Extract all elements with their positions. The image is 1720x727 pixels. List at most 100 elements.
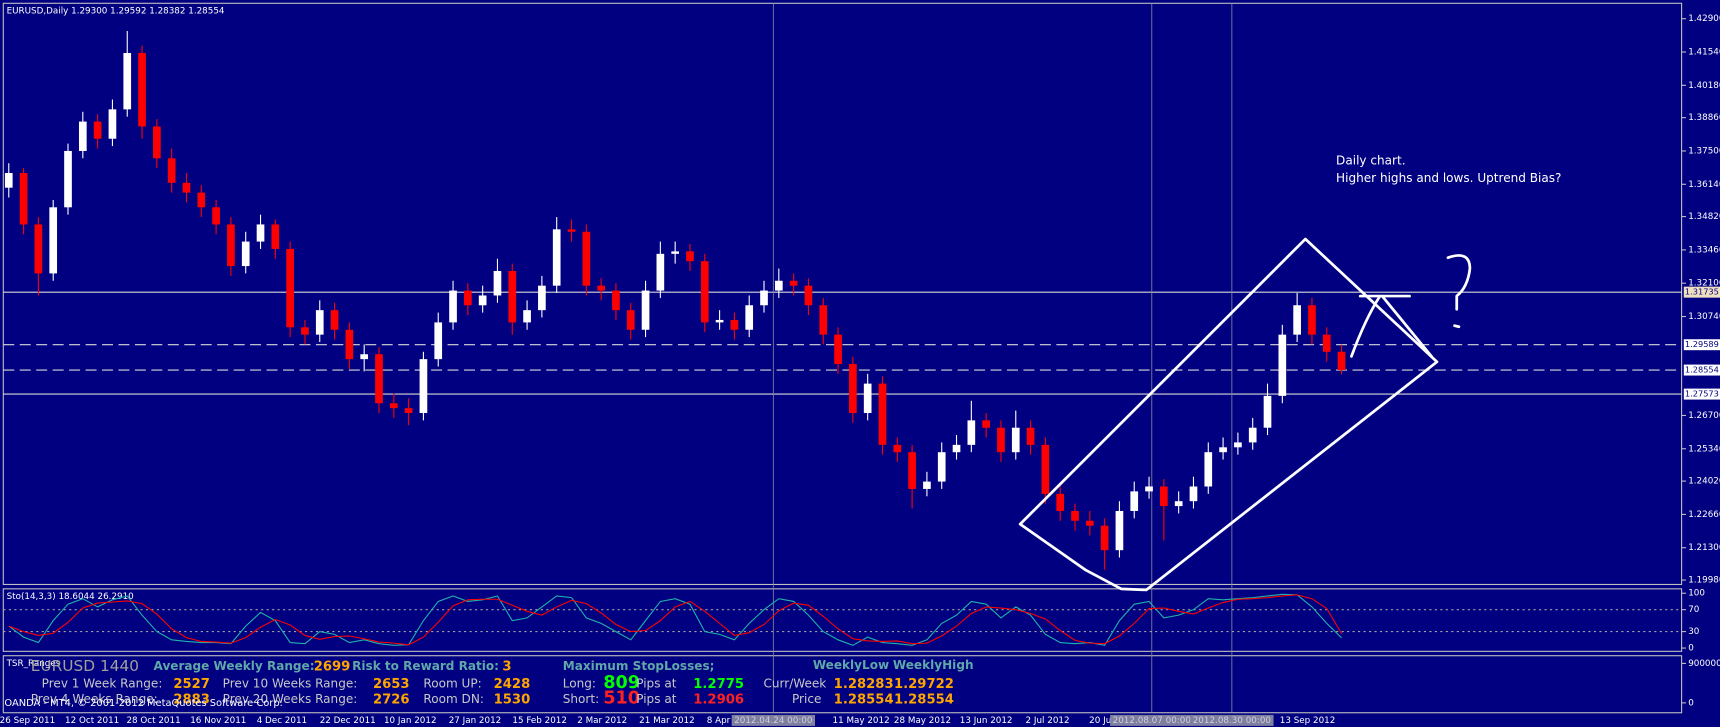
candle-body — [908, 452, 916, 489]
candle-body — [1219, 447, 1227, 453]
candle-body — [315, 310, 324, 335]
indicator-text: Price — [792, 692, 821, 706]
indicator-text: Curr/Week — [763, 677, 826, 691]
y-tick-label: 100 — [1688, 589, 1705, 599]
indicator-text: 1.2906 — [693, 693, 744, 708]
x-tick-label: 28 Oct 2011 — [126, 716, 180, 726]
x-tick-label: 2 Jul 2012 — [1026, 716, 1070, 726]
candle-body — [834, 334, 842, 365]
x-tick-label: 27 Jan 2012 — [449, 716, 502, 726]
y-tick-label: 900000 — [1688, 659, 1720, 669]
candle-body — [1174, 501, 1183, 507]
candle-body — [952, 444, 961, 453]
candle-body — [197, 192, 206, 208]
candle-body — [138, 53, 146, 127]
stoch-title: Sto(14,3,3) 18.6044 26.2910 — [7, 592, 134, 602]
indicator-frame — [2, 655, 1683, 714]
candle-body — [64, 150, 72, 208]
x-marker: 2012.08.30 00:00 — [1193, 716, 1271, 726]
x-tick-label: 2 Mar 2012 — [577, 716, 627, 726]
candle-body — [1130, 491, 1139, 511]
candle-body — [878, 383, 887, 445]
candle-body — [508, 270, 517, 323]
candle-body — [404, 408, 413, 414]
indicator-text: 1.28554 — [894, 693, 954, 708]
y-tick-label: 1.19980 — [1688, 576, 1720, 586]
level-label: 1.27573 — [1685, 389, 1719, 399]
candle-body — [4, 173, 13, 188]
indicator-text: 1.28554 — [834, 693, 894, 708]
y-tick-label: 1.26700 — [1688, 411, 1720, 421]
y-tick-label: 1.34820 — [1688, 212, 1720, 222]
indicator-text: OANDA - MT4, © 2001-2012 MetaQuotes Soft… — [4, 698, 282, 709]
x-tick-label: 26 Sep 2011 — [0, 716, 55, 726]
y-tick-label: 30 — [1688, 627, 1699, 637]
y-tick-label: 1.22660 — [1688, 510, 1720, 520]
candle-body — [464, 290, 472, 306]
candle-body — [434, 322, 443, 360]
indicator-text: Average Weekly Range: — [154, 659, 315, 673]
candle-body — [700, 261, 709, 323]
indicator-text: Prev 20 Weeks Range: — [223, 692, 358, 706]
level-box — [1683, 388, 1720, 400]
candle-body — [641, 290, 650, 330]
candle-body — [937, 452, 946, 482]
indicator-text: 1.2775 — [693, 677, 744, 692]
candle-body — [1056, 493, 1065, 511]
level-label: 1.31735 — [1685, 287, 1719, 297]
candle-body — [1085, 520, 1094, 526]
x-tick-label: 15 Feb 2012 — [512, 716, 567, 726]
candle-body — [212, 207, 220, 225]
candle-body — [745, 305, 754, 330]
x-tick-label: 11 May 2012 — [833, 716, 890, 726]
x-tick-label: 13 Jun 2012 — [960, 716, 1013, 726]
candle-body — [78, 121, 87, 151]
indicator-text: 2883 — [173, 693, 210, 708]
y-tick-label: 1.37500 — [1688, 146, 1720, 156]
marker-box — [1190, 714, 1274, 726]
marker-box — [1110, 714, 1194, 726]
level-box — [1683, 364, 1720, 376]
candle-body — [849, 364, 857, 414]
indicator-text: 3 — [502, 660, 511, 675]
candle-body — [1337, 351, 1346, 371]
candle-body — [715, 319, 724, 323]
candle-body — [301, 327, 309, 335]
candle-body — [656, 253, 665, 291]
candle-body — [1011, 427, 1020, 453]
candle-body — [686, 251, 694, 262]
x-tick-label: 13 Sep 2012 — [1280, 716, 1336, 726]
candle-body — [1145, 486, 1153, 492]
y-tick-label: 70 — [1688, 605, 1699, 615]
indicator-text: WeeklyLow — [813, 658, 889, 672]
candle-body — [375, 354, 383, 404]
candle-body — [552, 229, 561, 286]
indicator-text: Prev 1 Week Range: — [42, 677, 163, 691]
candle-body — [730, 319, 739, 330]
level-box — [1683, 339, 1720, 351]
candle-body — [1308, 305, 1316, 335]
indicator-text: Risk to Reward Ratio: — [352, 659, 499, 673]
x-marker: 2012.04.24 00:00 — [734, 716, 812, 726]
candle-body — [1322, 334, 1331, 352]
x-tick-label: 20 Ju — [1089, 716, 1111, 726]
candle-body — [626, 310, 635, 330]
candle-body — [597, 285, 605, 291]
candle-body — [182, 182, 191, 193]
indicator-text: 2699 — [314, 660, 351, 675]
candle-body — [19, 173, 28, 225]
candle-body — [863, 383, 872, 414]
indicator-text: 1530 — [494, 693, 531, 708]
candle-body — [153, 126, 161, 159]
indicator-text: Pips at — [636, 677, 676, 691]
candle-body — [1278, 334, 1287, 396]
indicator-text: Prev 4 Weeks Range: — [31, 692, 158, 706]
hand-drawing — [1018, 237, 1472, 592]
candle-body — [923, 481, 931, 489]
indicator-text: Room UP: — [423, 677, 481, 691]
level-box — [1683, 286, 1720, 298]
indicator-text: Long: — [563, 677, 596, 691]
drawn-channel — [1018, 237, 1439, 592]
candle-body — [1160, 486, 1168, 507]
